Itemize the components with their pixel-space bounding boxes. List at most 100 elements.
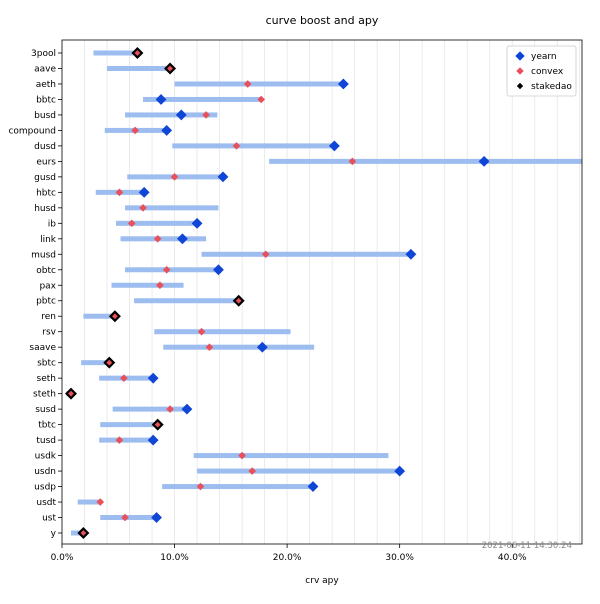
marker-convex-y [79,528,88,538]
marker-convex-ib [127,219,136,228]
y-tick-label: gusd [34,173,56,183]
range-bar-ren [83,313,115,319]
marker-convex-gusd [170,172,179,181]
marker-convex-usdk [238,451,246,460]
marker-convex-seth [120,374,128,383]
range-bar-saave [163,344,315,350]
range-bar-aave [107,65,171,71]
range-bar-tbtc [100,422,158,428]
range-bar-sbtc [81,360,110,366]
range-bar-susd [112,406,187,412]
y-tick-label: ust [42,514,56,524]
range-bar-pax [111,282,184,288]
marker-convex-musd [261,250,270,259]
marker-yearn-tusd [147,434,159,446]
legend-label-yearn: yearn [531,52,557,62]
x-tick-label: 10.0% [160,553,189,563]
y-tick-label: musd [31,250,56,260]
y-tick-label: sbtc [37,359,56,369]
x-tick-label: 30.0% [385,553,414,563]
y-tick-label: usdt [36,498,56,508]
y-tick-label: 3pool [31,49,56,59]
marker-convex-tbtc [153,420,162,429]
marker-convex-sbtc [104,358,114,367]
x-tick-label: 20.0% [273,553,302,563]
marker-yearn-gusd [217,171,229,183]
x-axis: 0.0% 10.0% 20.0% 30.0% 40.0% [51,544,527,563]
marker-convex-aave [165,64,175,73]
markers [65,47,490,539]
legend-marker-stakedao [516,82,524,90]
range-bar-3pool [93,50,139,56]
y-tick-label: aave [34,64,56,74]
marker-convex-busd [202,111,210,119]
range-bar-husd [125,205,219,211]
y-tick-label: rsv [42,328,56,338]
marker-convex-hbtc [115,188,124,197]
y-tick-label: bbtc [36,95,56,105]
marker-convex-usdt [96,498,105,506]
y-tick-label: tbtc [38,421,56,431]
plot-frame [61,39,583,545]
marker-yearn-ib [191,217,203,229]
range-bar-dusd [172,143,335,149]
range-bar-usdp [162,484,313,490]
legend: yearn convex stakedao [506,45,577,97]
y-tick-label: pax [39,281,56,291]
marker-convex-bbtc [257,95,266,104]
y-tick-label: steth [33,390,56,400]
range-bar-eurs [269,158,582,164]
marker-yearn-seth [147,372,159,384]
range-bar-rsv [154,329,291,335]
marker-convex-aeth [243,80,252,88]
marker-convex-husd [139,203,147,212]
y-tick-label: ren [41,312,56,322]
legend-marker-convex [516,67,524,75]
range-bar-ib [116,220,198,226]
marker-yearn-hbtc [138,186,150,198]
marker-yearn-bbtc [155,94,167,105]
marker-convex-ust [121,513,129,522]
y-tick-label: tusd [36,436,56,446]
marker-yearn-link [177,233,188,245]
marker-convex-tusd [115,436,124,444]
range-bar-aeth [174,81,344,87]
range-bar-usdt [77,499,101,505]
marker-convex-rsv [197,327,206,336]
x-tick-label: 0.0% [51,553,74,563]
marker-yearn-obtc [213,264,224,276]
timestamp-label: 2021-06-11 14:30:24 [482,541,572,551]
marker-yearn-musd [405,248,417,260]
marker-convex-pbtc [234,296,244,306]
marker-convex-usdn [248,467,257,475]
legend-label-stakedao: stakedao [531,82,572,92]
y-tick-label: pbtc [36,297,56,307]
y-tick-label: obtc [36,266,56,276]
y-tick-label: compound [8,126,56,136]
y-tick-label: usdk [35,452,57,462]
marker-yearn-ust [151,512,162,523]
legend-label-convex: convex [531,67,564,77]
range-bar-usdn [197,468,400,474]
y-tick-label: hbtc [36,188,56,198]
y-axis: 3pool aave aeth bbtc busd compound dusd eurs gus… [8,49,62,539]
marker-yearn-dusd [328,140,340,152]
range-bar-bbtc [143,96,263,102]
marker-yearn-aeth [337,78,349,90]
marker-yearn-compound [161,124,173,136]
legend-box [506,45,577,97]
marker-convex-eurs [348,157,357,166]
legend-marker-yearn [515,51,525,61]
marker-convex-susd [166,405,174,414]
y-tick-label: usdn [34,467,56,477]
y-tick-label: y [51,529,57,539]
marker-convex-ren [110,311,120,321]
y-tick-label: seth [37,374,56,384]
marker-convex-saave [205,343,214,352]
x-axis-label: crv apy [305,576,339,586]
marker-convex-usdp [196,482,205,491]
range-bar-pbtc [134,298,239,304]
y-tick-label: link [40,235,57,245]
